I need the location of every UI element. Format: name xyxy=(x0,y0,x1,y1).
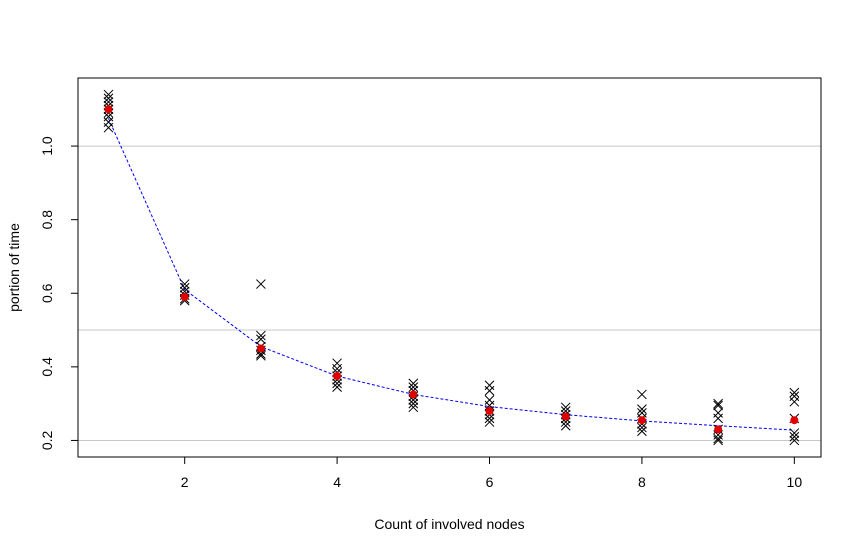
gridlines xyxy=(78,145,821,441)
mean-point xyxy=(485,407,494,416)
observation-point xyxy=(103,122,114,133)
observation-point xyxy=(408,382,419,392)
mean-point xyxy=(333,372,342,381)
observation-point xyxy=(637,389,647,400)
y-tick-label: 0.4 xyxy=(39,357,55,377)
observation-point xyxy=(560,420,571,431)
observation-point xyxy=(713,433,723,444)
y-axis: 0.2 0.4 0.6 0.8 1.0 xyxy=(39,136,78,450)
y-axis-title: portion of time xyxy=(6,223,22,312)
observation-point xyxy=(637,422,647,433)
mean-point xyxy=(790,416,799,425)
observation-point xyxy=(713,407,723,418)
observation-point xyxy=(179,279,190,289)
mean-point xyxy=(637,416,646,425)
x-tick-label: 10 xyxy=(787,474,803,490)
x-tick-label: 4 xyxy=(333,474,341,490)
observations-layer xyxy=(103,89,800,446)
y-tick-label: 0.6 xyxy=(39,283,55,303)
fit-line-layer xyxy=(108,118,795,431)
observation-point xyxy=(256,350,266,361)
observation-point xyxy=(560,402,571,413)
mean-point xyxy=(409,390,418,399)
x-tick-label: 6 xyxy=(486,474,494,490)
observation-point xyxy=(789,428,800,438)
observation-point xyxy=(637,404,647,415)
observation-point xyxy=(103,89,114,100)
observation-point xyxy=(332,358,342,369)
observation-point xyxy=(256,330,266,341)
observation-point xyxy=(103,93,114,104)
mean-point xyxy=(104,105,113,114)
observation-point xyxy=(408,398,419,409)
y-tick-label: 1.0 xyxy=(39,136,55,156)
observation-point xyxy=(179,282,190,293)
mean-point xyxy=(714,425,723,434)
x-tick-label: 8 xyxy=(638,474,646,490)
observation-point xyxy=(484,380,495,391)
observation-point xyxy=(789,435,800,446)
x-tick-label: 2 xyxy=(181,474,189,490)
fit-line xyxy=(108,118,795,431)
plot-frame xyxy=(77,77,822,458)
observation-point xyxy=(713,435,723,446)
observation-point xyxy=(484,385,495,396)
x-axis: 2 4 6 8 10 xyxy=(181,457,803,490)
observation-point xyxy=(408,378,419,389)
observation-point xyxy=(484,417,495,427)
observation-point xyxy=(484,395,495,405)
observation-point xyxy=(332,363,342,374)
means-layer xyxy=(104,105,799,434)
observation-point xyxy=(637,426,647,437)
observation-point xyxy=(713,398,723,409)
observation-point xyxy=(332,378,342,389)
x-axis-title: Count of involved nodes xyxy=(374,516,524,532)
mean-point xyxy=(256,344,265,353)
observation-point xyxy=(789,396,800,407)
y-tick-label: 0.2 xyxy=(39,431,55,451)
observation-point xyxy=(256,279,266,289)
observation-point xyxy=(713,400,723,411)
observation-point xyxy=(332,382,342,392)
y-tick-label: 0.8 xyxy=(39,210,55,230)
observation-point xyxy=(484,413,495,424)
observation-point xyxy=(408,402,419,413)
mean-point xyxy=(180,292,189,301)
observation-point xyxy=(789,387,800,398)
observation-point xyxy=(713,413,723,424)
observation-point xyxy=(103,97,114,107)
observation-point xyxy=(789,431,800,442)
mean-point xyxy=(561,412,570,421)
observation-point xyxy=(256,334,266,345)
